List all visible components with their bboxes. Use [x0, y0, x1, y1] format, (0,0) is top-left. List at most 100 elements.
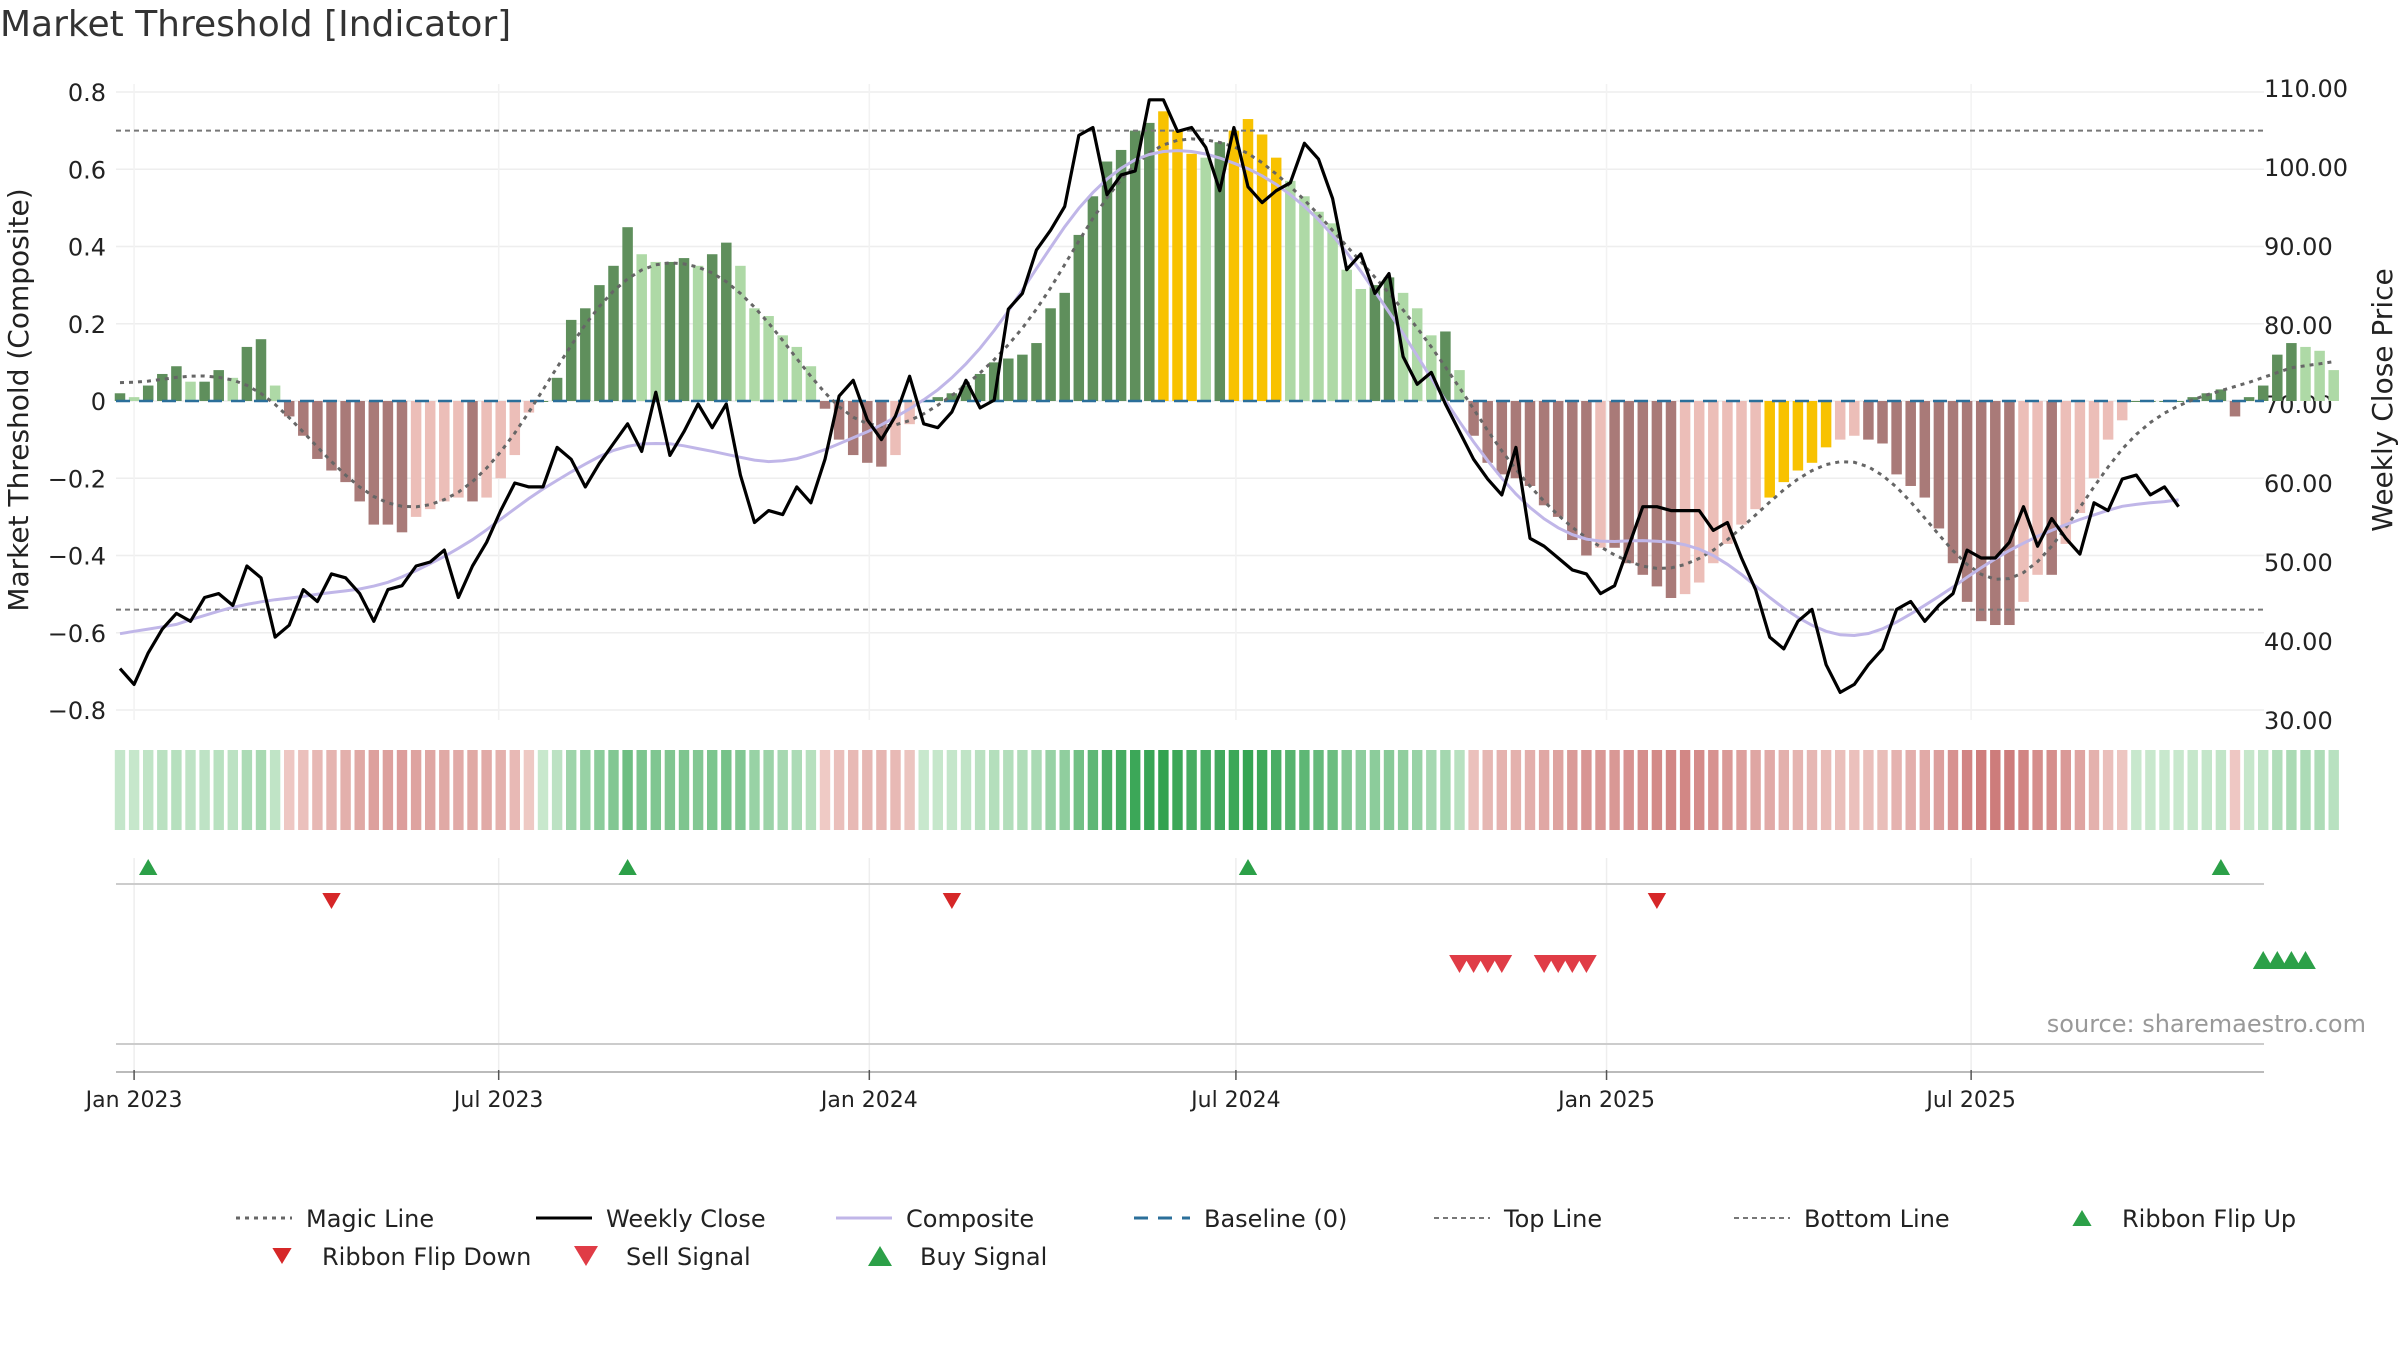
composite-bar	[932, 397, 944, 401]
composite-bar	[495, 401, 506, 479]
x-tick-label: Jul 2025	[1924, 1088, 2016, 1113]
signal-rows	[116, 859, 2316, 1073]
composite-bar	[805, 366, 817, 401]
composite-bar	[721, 242, 732, 401]
composite-bar	[1947, 401, 1959, 564]
ribbon-flip-down-marker	[322, 893, 341, 909]
ribbon-cell	[2032, 750, 2043, 830]
composite-bar	[763, 316, 774, 401]
ribbon-cell	[1877, 750, 1888, 830]
ribbon-cell	[819, 750, 831, 830]
buy-signal-marker	[2281, 951, 2302, 969]
ribbon-cell	[1115, 750, 1127, 830]
ribbon-cell	[1087, 750, 1099, 830]
composite-bar	[2173, 401, 2184, 402]
legend-label: Buy Signal	[920, 1243, 1047, 1271]
ribbon-cell	[1806, 750, 1818, 830]
ribbon-cell	[946, 750, 958, 830]
ribbon-cell	[1172, 750, 1183, 830]
ribbon-cell	[2145, 750, 2156, 830]
composite-bar	[608, 265, 619, 401]
composite-bar	[2116, 401, 2128, 421]
ribbon-cell	[1482, 750, 1493, 830]
composite-bar	[1750, 401, 1761, 510]
composite-bar	[1651, 401, 1663, 587]
ribbon-cell	[1990, 750, 2001, 830]
composite-bar	[453, 401, 464, 498]
composite-bar	[523, 401, 535, 413]
legend-label: Magic Line	[306, 1205, 434, 1233]
composite-bar	[1764, 401, 1775, 498]
composite-bar	[2187, 397, 2198, 401]
composite-bar	[1510, 401, 1522, 479]
composite-bar	[1045, 308, 1056, 401]
composite-bar	[1031, 343, 1042, 401]
ribbon-cell	[1538, 750, 1550, 830]
ribbon-cell	[1186, 750, 1197, 830]
ribbon-cell	[143, 750, 154, 830]
legend: Magic Line Weekly Close Composite Baseline …	[236, 1205, 2296, 1271]
composite-bar	[1877, 401, 1888, 444]
buy-signal-marker	[2295, 951, 2316, 969]
composite-bar	[382, 401, 394, 525]
sell-signal-marker	[1491, 955, 1513, 973]
y2-tick-label: 40.00	[2264, 628, 2333, 656]
ribbon-cell	[2102, 750, 2114, 830]
y-tick-label: 0.6	[68, 156, 106, 184]
y2-tick-label: 80.00	[2264, 312, 2333, 340]
ribbon-flip-up-marker	[618, 859, 637, 875]
composite-bar	[551, 377, 563, 401]
y2-tick-label: 50.00	[2264, 549, 2333, 577]
legend-label: Bottom Line	[1804, 1205, 1950, 1233]
composite-bar	[1679, 401, 1691, 595]
composite-bar	[1552, 401, 1564, 517]
ribbon-cell	[284, 750, 295, 830]
source-note: source: sharemaestro.com	[2046, 1010, 2366, 1038]
y-axis-label-right: Weekly Close Price	[2366, 268, 2399, 531]
ribbon-cell	[1412, 750, 1423, 830]
ribbon-cell	[2159, 750, 2170, 830]
composite-bar	[1144, 122, 1155, 402]
right-axis: 110.00100.0090.0080.0070.0060.0050.0040.…	[2264, 75, 2348, 735]
composite-bar	[1440, 331, 1451, 401]
sell-signal-marker	[1477, 955, 1499, 973]
composite-bar	[1990, 401, 2001, 626]
ribbon-cell	[1383, 750, 1395, 830]
ribbon-cell	[1059, 750, 1070, 830]
composite-bar	[1200, 157, 1211, 401]
composite-bar	[1115, 149, 1127, 401]
left-axis: 0.8 0.6 0.4 0.2 0 −0.2 −0.4 −0.6 −0.8	[48, 79, 106, 725]
legend-item: Composite	[836, 1205, 1034, 1233]
composite-bar	[1101, 161, 1113, 401]
ribbon-cell	[171, 750, 182, 830]
ribbon-cell	[1045, 750, 1056, 830]
composite-bar	[650, 261, 662, 401]
ribbon-cell	[1891, 750, 1902, 830]
legend-item: Magic Line	[236, 1205, 434, 1233]
y2-tick-label: 110.00	[2264, 75, 2348, 103]
composite-bar	[1961, 401, 1973, 602]
ribbon-cell	[1397, 750, 1409, 830]
ribbon-cell	[1849, 750, 1860, 830]
composite-bar	[1778, 401, 1790, 483]
composite-bar	[890, 401, 901, 456]
composite-bar	[2243, 397, 2255, 401]
ribbon-cell	[1299, 750, 1310, 830]
composite-bar	[424, 401, 436, 510]
composite-bar	[876, 401, 887, 467]
composite-bar	[974, 373, 986, 401]
ribbon-cell	[2018, 750, 2029, 830]
legend-item: Weekly Close	[536, 1205, 766, 1233]
composite-bar	[1256, 134, 1268, 402]
composite-bar	[2004, 401, 2015, 626]
ribbon-cell	[1313, 750, 1324, 830]
ribbon-cell	[791, 750, 802, 830]
composite-bar	[1172, 130, 1183, 401]
composite-bar	[1299, 196, 1310, 401]
ribbon-cell	[848, 750, 859, 830]
y-tick-label: 0	[91, 388, 106, 416]
composite-bar	[1524, 401, 1536, 486]
y-tick-label: 0.4	[68, 234, 106, 262]
ribbon-cell	[2004, 750, 2015, 830]
composite-bar	[847, 401, 859, 456]
